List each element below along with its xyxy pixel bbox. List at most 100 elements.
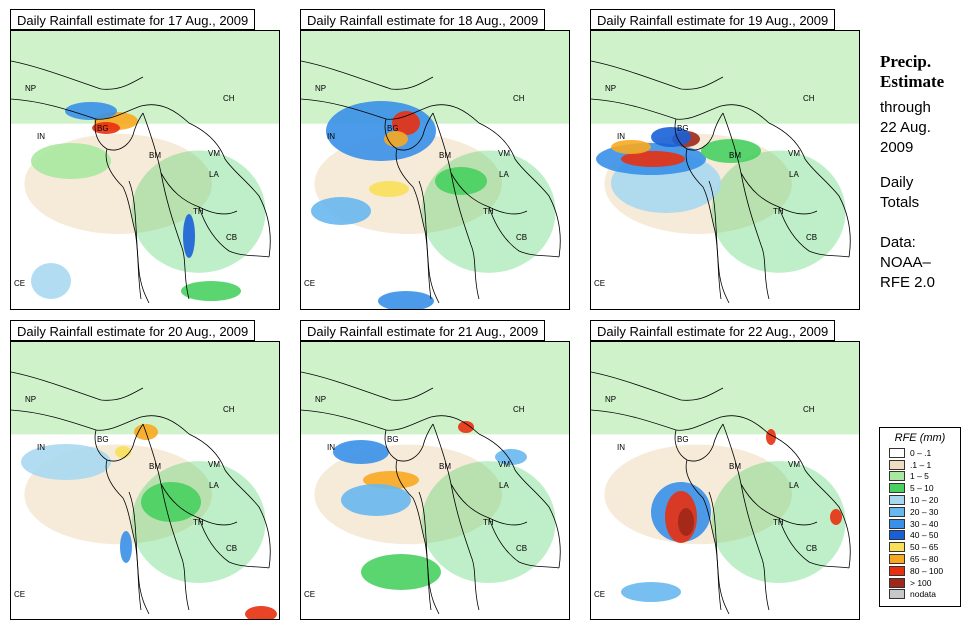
country-label: CH — [803, 94, 815, 103]
border-line — [301, 371, 434, 401]
border-line — [488, 517, 560, 569]
country-label: BM — [149, 151, 161, 160]
country-label: CB — [516, 233, 527, 242]
period-line-1: Daily — [880, 174, 914, 191]
country-label: BG — [677, 435, 689, 444]
legend-swatch — [889, 471, 905, 482]
border-line — [384, 112, 434, 151]
border-line — [591, 409, 770, 435]
border-line — [11, 98, 190, 124]
border-line — [11, 409, 190, 435]
rain-cell — [311, 197, 371, 225]
rain-region — [301, 31, 569, 124]
legend-swatch — [889, 518, 905, 529]
border-line — [160, 172, 190, 300]
date-line-2: 2009 — [880, 139, 914, 156]
country-label: CH — [803, 405, 815, 414]
legend-swatch — [889, 483, 905, 494]
data-line-1: Data: — [880, 234, 916, 251]
rain-cell — [651, 127, 691, 147]
border-line — [11, 371, 144, 401]
country-label: VM — [498, 149, 510, 158]
rain-region — [711, 150, 846, 273]
border-line — [478, 122, 561, 258]
through-label: through — [880, 99, 931, 116]
rain-cell — [183, 214, 195, 258]
border-line — [740, 483, 770, 611]
country-label: BM — [729, 462, 741, 471]
border-line — [768, 122, 851, 258]
coastline — [128, 180, 150, 304]
border-line — [301, 60, 434, 90]
rain-cell — [378, 291, 434, 309]
legend-label: 20 – 30 — [910, 506, 939, 517]
legend-swatch — [889, 506, 905, 517]
rain-cell — [830, 509, 842, 525]
rain-cell — [621, 582, 681, 602]
country-label: CH — [223, 405, 235, 414]
map-canvas: NP CH IN BG BM VM LA TH CB CE — [591, 342, 859, 615]
rain-cell — [92, 122, 120, 134]
country-label: TH — [193, 207, 204, 216]
panel-title: Daily Rainfall estimate for 22 Aug., 200… — [590, 320, 836, 341]
legend-swatch — [889, 542, 905, 553]
legend-item: 0 – .1 — [889, 447, 960, 459]
country-label: CE — [304, 590, 315, 599]
country-label: LA — [499, 170, 509, 179]
border-line — [450, 172, 480, 300]
rain-region — [301, 342, 569, 435]
legend-item: 30 – 40 — [889, 518, 960, 530]
rain-cell — [141, 482, 201, 522]
rain-cell — [65, 102, 117, 120]
country-label: LA — [789, 481, 799, 490]
legend-swatch — [889, 459, 905, 470]
legend-label: 5 – 10 — [910, 483, 934, 494]
rain-cell — [611, 140, 651, 154]
border-line — [301, 98, 480, 124]
legend-swatch — [889, 554, 905, 565]
country-label: NP — [25, 395, 36, 404]
country-label: TH — [483, 518, 494, 527]
country-label: CH — [513, 405, 525, 414]
country-label: VM — [498, 460, 510, 469]
border-line — [591, 60, 724, 90]
border-line — [478, 433, 561, 569]
border-line — [94, 112, 144, 151]
country-label: NP — [25, 84, 36, 93]
rain-cell — [333, 440, 389, 464]
rain-cell — [701, 139, 761, 163]
map-canvas: NP CH IN BG BM VM LA TH CB CE — [11, 342, 279, 619]
border-line — [301, 409, 480, 435]
rain-cell — [31, 143, 111, 179]
rainfall-map: NP CH IN BG BM VM LA TH CB CE — [590, 30, 860, 310]
rain-region — [131, 150, 266, 273]
country-label: TH — [773, 207, 784, 216]
country-label: BM — [729, 151, 741, 160]
border-line — [778, 206, 850, 258]
rain-region — [11, 31, 279, 124]
border-line — [188, 122, 271, 258]
border-line — [160, 483, 190, 611]
rain-cell — [495, 449, 527, 465]
legend-label: > 100 — [910, 577, 932, 588]
legend-title: RFE (mm) — [894, 432, 946, 444]
period-line-2: Totals — [880, 194, 920, 211]
country-label: BG — [97, 124, 109, 133]
border-line — [768, 433, 851, 569]
through-date: through 22 Aug. 2009 — [880, 98, 931, 158]
panel-title: Daily Rainfall estimate for 18 Aug., 200… — [300, 9, 546, 30]
legend-item: 80 – 100 — [889, 565, 960, 577]
country-label: TH — [193, 518, 204, 527]
legend-item: 5 – 10 — [889, 482, 960, 494]
legend-swatch — [889, 577, 905, 588]
border-line — [740, 172, 770, 300]
country-label: CE — [594, 590, 605, 599]
rain-cell — [361, 554, 441, 590]
border-line — [450, 483, 480, 611]
legend-item: 1 – 5 — [889, 471, 960, 483]
country-label: CE — [594, 279, 605, 288]
border-line — [778, 517, 850, 569]
border-line — [432, 423, 528, 526]
country-label: VM — [208, 460, 220, 469]
